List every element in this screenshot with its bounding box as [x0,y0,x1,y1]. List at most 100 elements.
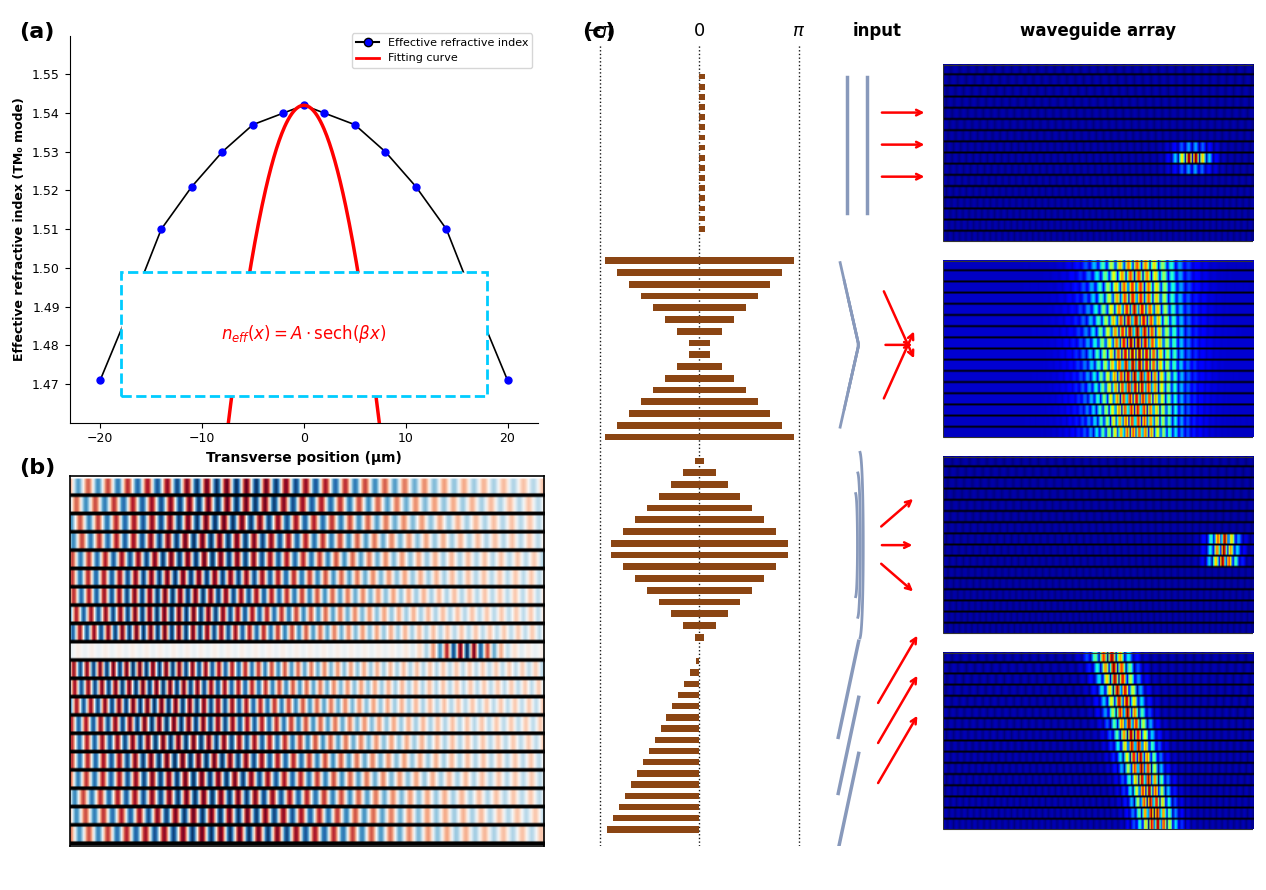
Bar [699,375,734,382]
Bar [699,328,722,335]
Point [314,106,334,120]
Bar [699,399,758,405]
Bar [661,725,699,732]
Legend: Effective refractive index, Fitting curve: Effective refractive index, Fitting curv… [352,34,533,68]
Bar [699,316,734,323]
Bar [943,457,1253,633]
Bar [699,433,794,441]
Bar [695,634,699,641]
Bar [613,815,699,821]
Point [213,144,233,158]
Bar [658,599,699,605]
Bar [699,540,787,546]
Point [405,180,425,194]
Point [437,222,457,237]
Bar [699,293,758,299]
Bar [666,714,699,721]
Point [151,222,171,237]
Bar [699,185,705,191]
Bar [699,145,705,150]
Bar [699,587,752,594]
Point [182,180,203,194]
Bar [699,505,752,512]
Bar [647,587,699,594]
Point [294,98,314,112]
Bar [699,469,717,476]
Bar [699,94,705,100]
X-axis label: Transverse position (μm): Transverse position (μm) [206,451,401,465]
Bar [695,457,699,465]
Bar [699,84,705,90]
Bar [643,759,699,765]
Bar [658,493,699,499]
Bar [699,206,705,211]
Bar [648,748,699,754]
Bar [689,340,699,346]
Point [498,373,518,387]
Bar [699,386,746,393]
Text: $0$: $0$ [694,22,705,40]
Bar [671,611,699,617]
Bar [671,481,699,488]
Bar [699,134,705,141]
Bar [699,175,705,181]
Bar [699,226,705,231]
Point [375,144,395,158]
Bar [623,528,699,535]
Text: $\pi$: $\pi$ [793,22,805,40]
Point [90,373,110,387]
Bar [685,681,699,687]
Text: $-\pi$: $-\pi$ [586,22,614,40]
Bar [699,493,741,499]
Bar [629,410,699,417]
Bar [679,692,699,698]
Point [344,117,365,132]
Bar [699,257,794,264]
Bar [611,540,699,546]
Bar [699,481,728,488]
Bar [699,563,776,570]
Bar [647,505,699,512]
Bar [699,74,705,79]
Bar [682,622,699,629]
Bar [617,422,699,429]
Bar [699,269,782,276]
Bar [943,64,1253,240]
Bar [699,516,763,523]
Bar [629,281,699,287]
Bar [699,340,710,346]
Bar [619,804,699,810]
Bar [699,165,705,171]
Bar [641,293,699,299]
Bar [696,658,699,665]
Bar [665,316,699,323]
Bar [699,104,705,109]
Bar [699,125,705,130]
Bar [636,575,699,582]
Point [467,300,487,314]
Bar [699,599,741,605]
Point [120,300,141,314]
Bar [699,281,770,287]
Bar [682,469,699,476]
Bar [699,552,787,558]
Text: input: input [852,22,901,40]
Bar [624,793,699,799]
Text: (a): (a) [19,22,54,42]
Bar [605,433,699,441]
Bar [699,155,705,160]
Bar [653,386,699,393]
Bar [665,375,699,382]
Bar [699,422,782,429]
Bar [699,215,705,222]
Bar [699,410,770,417]
Bar [690,669,700,676]
Bar [699,528,776,535]
Bar [699,196,705,201]
Bar [641,399,699,405]
Text: $n_{eff}(x) = A \cdot \mathrm{sech}(\beta x)$: $n_{eff}(x) = A \cdot \mathrm{sech}(\bet… [222,323,386,344]
Bar [655,737,699,743]
Bar [617,269,699,276]
Bar [699,304,746,311]
Bar [605,257,699,264]
